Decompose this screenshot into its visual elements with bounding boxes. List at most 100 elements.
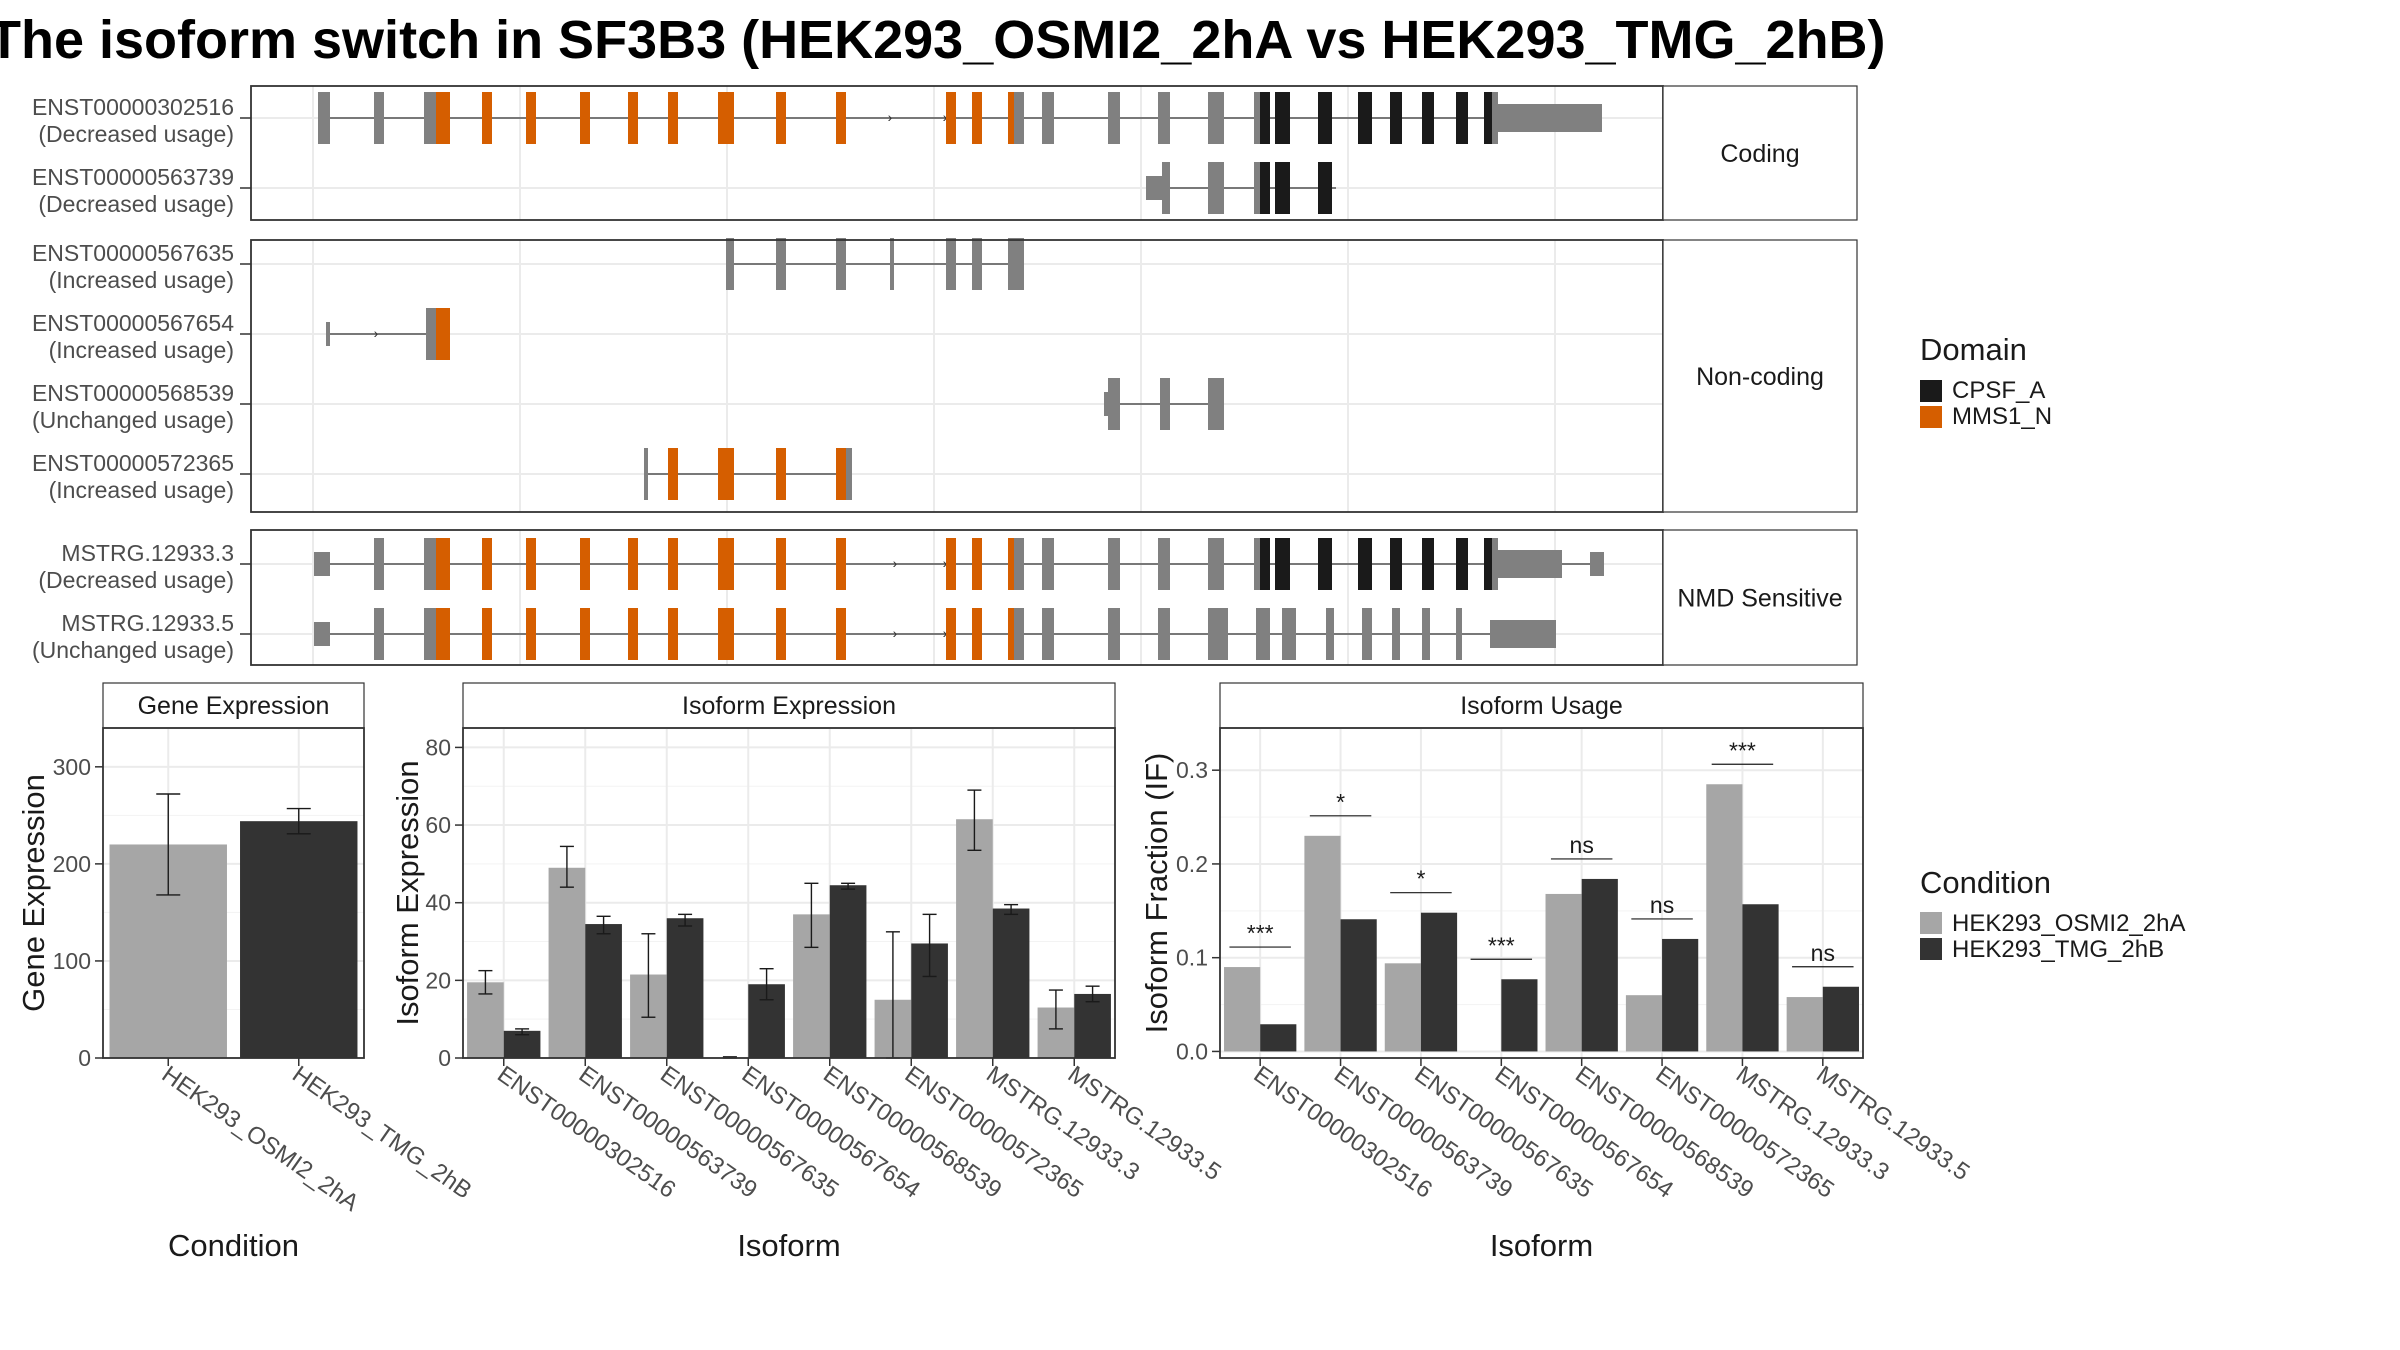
exon-block	[436, 608, 450, 660]
exon-block	[1008, 238, 1024, 290]
exon-block	[374, 608, 384, 660]
exon-block	[1275, 162, 1290, 214]
panel-title-strip	[102, 682, 365, 729]
exon-block	[776, 92, 786, 144]
exon-block	[1042, 608, 1054, 660]
bar-condition-b	[1340, 919, 1377, 1052]
exon-block	[580, 92, 590, 144]
strand-arrow: ›	[943, 109, 948, 125]
exon-block	[1390, 92, 1402, 144]
exon-block	[776, 448, 786, 500]
exon-block	[1282, 608, 1296, 660]
exon-block	[424, 608, 436, 660]
exon-block	[426, 308, 436, 360]
x-axis-title: Isoform	[737, 1228, 840, 1263]
panel-border	[102, 727, 365, 1059]
bar-condition-b	[829, 885, 867, 1058]
x-axis-title: Condition	[168, 1228, 299, 1263]
utr-box	[1146, 176, 1162, 200]
bar-condition-b	[1260, 1024, 1297, 1052]
exon-block	[1456, 92, 1468, 144]
y-tick-label: 0.2	[1176, 851, 1208, 877]
exon-block	[1158, 608, 1170, 660]
exon-block	[1158, 92, 1170, 144]
exon-block	[836, 238, 846, 290]
y-tick-label: 0	[438, 1045, 451, 1071]
transcript-id-label: MSTRG.12933.3	[61, 540, 234, 566]
exon-block	[1392, 608, 1400, 660]
exon-block	[1108, 92, 1120, 144]
exon-block	[374, 538, 384, 590]
exon-block	[1484, 92, 1492, 144]
exon-block	[1162, 162, 1170, 214]
exon-block	[776, 608, 786, 660]
exon-block	[526, 92, 536, 144]
exon-block	[1160, 378, 1170, 430]
exon-block	[424, 538, 436, 590]
exon-block	[580, 538, 590, 590]
exon-block	[1492, 92, 1498, 144]
exon-block	[718, 538, 734, 590]
exon-block	[718, 448, 734, 500]
facet-strip-label: NMD Sensitive	[1677, 585, 1842, 613]
y-tick-label: 20	[425, 967, 451, 993]
y-tick-label: 0.3	[1176, 757, 1208, 783]
strand-arrow: ›	[943, 555, 948, 571]
bar-condition-a	[1304, 835, 1341, 1052]
bar-condition-a	[1224, 967, 1261, 1052]
domain-legend-label: CPSF_A	[1952, 377, 2045, 404]
bar-condition-b	[240, 821, 358, 1058]
exon-block	[374, 92, 384, 144]
exon-block	[1108, 378, 1120, 430]
exon-block	[1008, 92, 1014, 144]
utr-box	[314, 552, 330, 576]
exon-block	[1260, 92, 1270, 144]
transcript-id-label: ENST00000567654	[32, 310, 234, 336]
structure-panel-bg	[251, 86, 1663, 220]
y-tick-label: 60	[425, 812, 451, 838]
structure-panel-bg	[251, 530, 1663, 665]
exon-block	[1208, 162, 1224, 214]
exon-block	[1318, 538, 1332, 590]
exon-block	[1318, 162, 1332, 214]
y-axis-title: Isoform Expression	[390, 760, 425, 1025]
domain-legend-label: MMS1_N	[1952, 403, 2052, 430]
exon-block	[1492, 538, 1498, 590]
y-tick-label: 0.1	[1176, 945, 1208, 971]
usage-label: (Increased usage)	[49, 267, 234, 293]
bar-condition-b	[1662, 938, 1699, 1052]
exon-block	[1208, 92, 1224, 144]
transcript-id-label: ENST00000563739	[32, 164, 234, 190]
exon-block	[580, 608, 590, 660]
exon-block	[946, 238, 956, 290]
exon-block	[1158, 538, 1170, 590]
x-axis-title: Isoform	[1490, 1228, 1593, 1263]
exon-block	[668, 608, 678, 660]
exon-block	[836, 608, 846, 660]
usage-label: (Decreased usage)	[38, 121, 234, 147]
panel-border	[462, 727, 1116, 1059]
facet-strip-label: Coding	[1720, 140, 1799, 168]
strand-arrow: ›	[888, 109, 893, 125]
bar-condition-b	[1501, 979, 1538, 1052]
strand-arrow: ›	[943, 625, 948, 641]
significance-label: ***	[1488, 932, 1515, 958]
usage-label: (Decreased usage)	[38, 191, 234, 217]
significance-label: *	[1336, 789, 1345, 815]
bar-condition-b	[1581, 878, 1618, 1052]
domain-legend-swatch	[1920, 380, 1942, 402]
panel-title-strip	[462, 682, 1116, 729]
exon-block	[628, 608, 638, 660]
exon-block	[836, 538, 846, 590]
exon-block	[890, 238, 894, 290]
exon-block	[1422, 538, 1434, 590]
facet-strip-label: Non-coding	[1696, 363, 1824, 391]
exon-block	[1390, 538, 1402, 590]
facet-strip	[1662, 239, 1858, 513]
y-tick-label: 200	[53, 851, 91, 877]
figure-title: The isoform switch in SF3B3 (HEK293_OSMI…	[0, 10, 1886, 70]
bar-condition-b	[585, 924, 622, 1058]
utr-box	[314, 622, 330, 646]
exon-block	[972, 538, 982, 590]
exon-block	[1318, 92, 1332, 144]
